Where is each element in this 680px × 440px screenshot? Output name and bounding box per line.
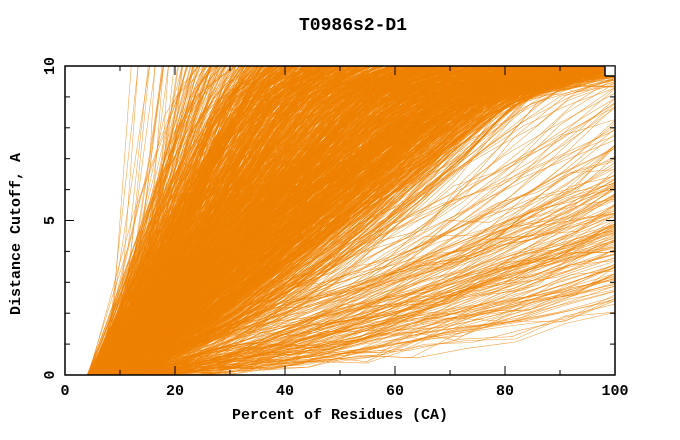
svg-text:100: 100 xyxy=(601,383,628,400)
svg-text:5: 5 xyxy=(42,216,59,225)
svg-text:0: 0 xyxy=(42,370,59,379)
svg-text:20: 20 xyxy=(166,383,184,400)
svg-text:40: 40 xyxy=(276,383,294,400)
svg-text:80: 80 xyxy=(496,383,514,400)
svg-text:Distance Cutoff, A: Distance Cutoff, A xyxy=(8,153,25,315)
svg-text:T0986s2-D1: T0986s2-D1 xyxy=(299,16,407,36)
svg-text:Percent of Residues (CA): Percent of Residues (CA) xyxy=(232,407,448,424)
svg-text:60: 60 xyxy=(386,383,404,400)
svg-text:0: 0 xyxy=(60,383,69,400)
svg-text:10: 10 xyxy=(42,57,59,75)
